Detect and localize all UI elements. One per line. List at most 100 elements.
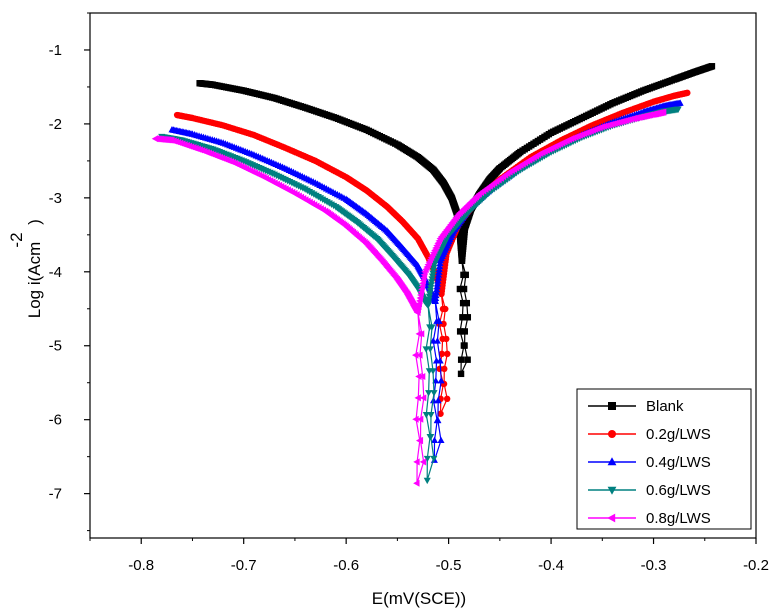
y-axis-title-close-group: ) (25, 219, 44, 225)
data-point (426, 290, 434, 298)
data-point (459, 314, 466, 321)
legend-marker (608, 402, 616, 410)
data-point (413, 458, 420, 466)
data-point (413, 479, 420, 487)
data-point (429, 267, 437, 275)
svg-text:Log i(Acm: Log i(Acm (25, 242, 44, 319)
data-point (443, 335, 450, 343)
x-tick-label: -0.3 (641, 557, 667, 574)
data-point (427, 285, 435, 292)
data-point (441, 365, 448, 373)
plot-frame (89, 12, 757, 539)
data-point (430, 390, 438, 397)
data-point (457, 356, 465, 363)
data-point (462, 271, 469, 279)
y-axis-title-superscript: -2 (7, 232, 26, 247)
y-tick-label: -2 (49, 116, 62, 133)
data-point (423, 477, 431, 485)
series-4 (151, 108, 667, 487)
data-point (416, 415, 424, 423)
data-point (436, 357, 444, 364)
data-point (423, 455, 431, 463)
y-tick-label: -5 (49, 338, 62, 355)
legend-marker (608, 430, 616, 438)
x-axis-title: E(mV(SCE)) (372, 589, 466, 608)
data-point (434, 396, 442, 404)
data-point (435, 317, 443, 324)
legend-item: Blank (588, 398, 684, 415)
legend-marker (607, 457, 617, 466)
legend-label: 0.8g/LWS (646, 510, 711, 527)
data-point (422, 412, 430, 419)
data-point (419, 394, 427, 402)
data-point (412, 351, 419, 359)
data-point (430, 264, 438, 272)
data-point (438, 350, 446, 358)
data-point (459, 299, 467, 307)
data-point (708, 63, 716, 70)
data-point (427, 412, 435, 419)
y-tick-label: -6 (49, 412, 62, 429)
legend-marker (607, 513, 616, 523)
data-point (460, 285, 468, 293)
data-point (684, 89, 691, 97)
data-point (416, 351, 423, 359)
data-point (437, 377, 445, 384)
data-point (461, 342, 468, 349)
data-point (440, 320, 447, 328)
x-tick-label: -0.2 (743, 557, 769, 574)
data-point (674, 106, 682, 113)
data-point (428, 276, 436, 283)
y-tick-label: -4 (49, 264, 62, 281)
x-tick-label: -0.8 (128, 557, 154, 574)
data-point (430, 455, 438, 463)
legend-item: 0.6g/LWS (588, 482, 711, 499)
legend-marker (607, 486, 617, 495)
data-point (416, 437, 424, 445)
y-axis-title: Log i(Acm (25, 242, 44, 319)
data-point (443, 395, 451, 403)
data-point (424, 302, 432, 309)
data-point (428, 279, 436, 286)
y-tick-label: -7 (49, 486, 62, 503)
legend-box (576, 388, 752, 530)
legend-item: 0.8g/LWS (588, 510, 711, 527)
x-axis: -0.8 -0.7 -0.6 -0.5 -0.4 -0.3 -0.2 (89, 538, 769, 574)
legend-item: 0.2g/LWS (588, 426, 711, 443)
data-point (463, 299, 471, 307)
data-point (426, 346, 434, 353)
data-point (429, 270, 437, 277)
series-layer (151, 63, 716, 487)
x-tick-label: -0.6 (333, 557, 359, 574)
data-point (427, 433, 435, 441)
data-point (425, 293, 433, 301)
data-point (426, 287, 434, 295)
legend-label: 0.4g/LWS (646, 454, 711, 471)
data-point (427, 282, 435, 289)
legend-item: 0.4g/LWS (588, 454, 711, 471)
data-point (433, 337, 441, 344)
data-point (425, 296, 433, 304)
data-point (456, 285, 464, 293)
data-point (444, 350, 451, 358)
x-tick-label: -0.5 (436, 557, 462, 574)
legend-label: Blank (646, 398, 684, 415)
y-axis-title-main: Log i(Acm (25, 242, 44, 319)
legend-label: 0.6g/LWS (646, 482, 711, 499)
data-point (437, 410, 444, 417)
data-point (425, 390, 433, 397)
data-point (412, 415, 419, 423)
legend: Blank 0.2g/LWS 0.4g/LWS 0.6g/LWS 0.8g/LWS (576, 388, 752, 530)
plot-area (89, 12, 757, 539)
data-point (430, 436, 439, 444)
data-point (676, 99, 684, 106)
y-axis-title-close: ) (25, 219, 44, 225)
data-point (457, 370, 465, 378)
data-point (464, 356, 471, 363)
data-point (434, 416, 442, 424)
x-tick-label: -0.4 (538, 557, 564, 574)
legend-label: 0.2g/LWS (646, 426, 711, 443)
data-point (419, 458, 427, 466)
data-point (417, 330, 425, 338)
